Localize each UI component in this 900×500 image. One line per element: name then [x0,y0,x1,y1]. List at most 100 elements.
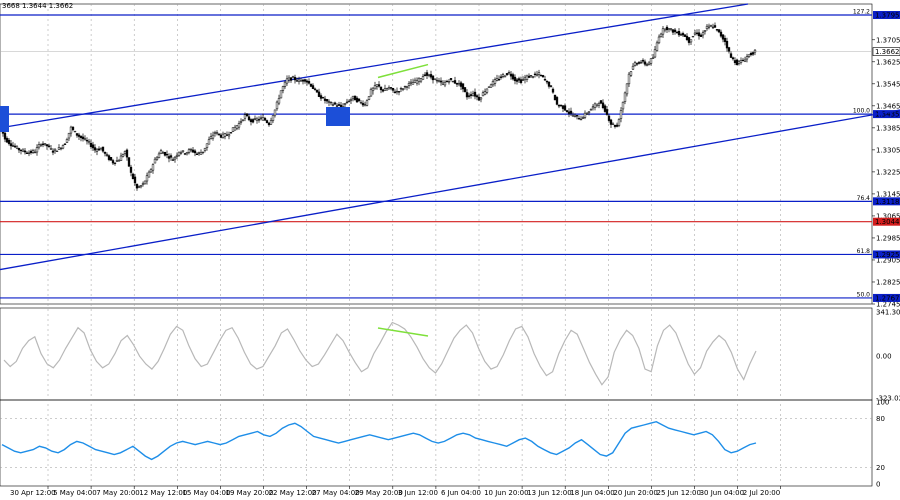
candle-body [623,92,627,102]
candle-body [619,110,623,119]
fib-levels: 127.2 1.3795 100.0 1.3435 76.4 1.3118 1.3044 61… [0,9,900,302]
candle-body [217,133,221,135]
candle-body [71,126,75,130]
candle-body [69,126,73,134]
candle-body [679,34,683,36]
candle-body [743,59,747,63]
candle-body [375,84,379,87]
candle-body [515,79,519,82]
candle-body [225,134,229,136]
candle-body [57,147,61,150]
rsi-tick-label: 20 [876,464,885,472]
candle-body [25,152,29,154]
candle-body [487,86,491,88]
rsi-tick-label: 80 [876,415,885,423]
time-axis: 30 Apr 12:005 May 04:00 7 May 20:00 12 May… [10,486,782,497]
candle-body [213,132,217,134]
candle-body [43,143,47,145]
candle-body [597,103,601,106]
candle-body [405,86,409,88]
candle-body [665,26,669,31]
candle-body [171,159,175,161]
candle-body [629,71,633,76]
candle-body [123,151,127,154]
candle-body [201,151,205,154]
candle-body [573,115,577,118]
candle-body [47,145,51,147]
candle-body [399,88,403,90]
candle-body [269,120,273,125]
candle-body [187,149,191,153]
candle-body [521,79,525,81]
candle-body [227,134,231,137]
candle-body [149,168,153,173]
candle-body [499,76,503,78]
candle-body [305,80,309,83]
candle-body [423,74,427,76]
candle-body [17,148,21,151]
candle-body [549,85,553,87]
candle-body [95,149,99,152]
price-tick-label: 1.3385 [876,124,900,132]
level-price-label: 1.3118 [875,198,900,206]
candle-body [503,75,507,78]
candle-body [23,150,27,153]
candle-body [531,76,535,78]
candle-body [719,31,723,37]
candle-body [325,99,329,102]
candle-body [453,80,457,84]
candle-body [141,183,145,185]
candle-body [753,49,757,53]
candle-body [41,143,45,145]
candle-body [137,186,141,188]
candle-body [715,29,719,31]
candles [0,22,757,191]
candle-body [19,149,23,152]
candle-body [627,73,631,85]
candle-body [289,77,293,81]
candle-body [561,105,565,109]
candle-body [381,89,385,92]
candle-body [465,92,469,98]
candle-body [637,62,641,64]
level-price-box [873,217,900,226]
candle-body [685,35,689,40]
candle-body [175,154,179,157]
left-marker [0,106,9,132]
price-tick-label: 1.3225 [876,168,900,176]
candle-body [481,92,485,97]
cci-tick-label: 341.3079 [876,309,900,317]
candle-body [429,74,433,78]
candle-body [647,62,651,65]
candle-body [473,91,477,97]
candle-body [219,134,223,138]
time-label: 3 Jun 12:00 [398,489,438,497]
candle-body [351,95,355,99]
candle-body [101,146,105,152]
candle-body [641,59,645,62]
candle-body [683,34,687,37]
candle-body [479,97,483,100]
candle-body [651,57,655,59]
level-price-label: 1.2767 [875,294,900,302]
candle-body [229,132,233,134]
candle-body [11,145,15,147]
candle-body [181,150,185,152]
candle-body [191,149,195,153]
candle-body [663,28,667,31]
candle-body [265,120,269,123]
candle-body [3,132,7,140]
candle-body [385,88,389,91]
time-label: 7 May 20:00 [96,489,140,497]
candle-body [491,81,495,86]
candle-body [687,37,691,43]
candle-body [445,80,449,83]
candle-body [471,93,475,96]
candle-body [583,112,587,118]
candle-body [435,79,439,82]
candle-body [331,104,335,106]
candle-body [739,60,743,63]
candle-body [513,76,517,81]
candle-body [183,153,187,155]
